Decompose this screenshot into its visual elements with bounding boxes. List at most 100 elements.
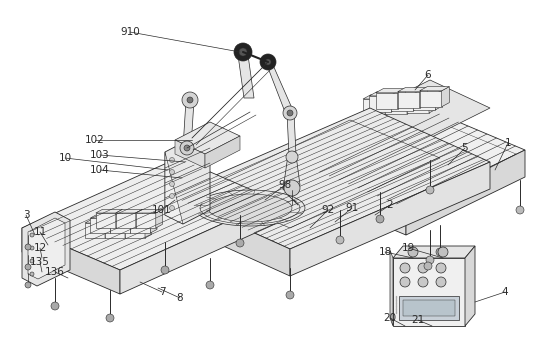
Polygon shape: [130, 218, 151, 233]
Circle shape: [283, 106, 297, 120]
Polygon shape: [130, 214, 137, 233]
Polygon shape: [136, 213, 156, 228]
Polygon shape: [145, 220, 152, 238]
Circle shape: [25, 282, 31, 288]
Polygon shape: [399, 296, 459, 320]
Text: 3: 3: [22, 210, 29, 220]
Circle shape: [184, 145, 190, 151]
Circle shape: [169, 157, 175, 163]
Circle shape: [400, 263, 410, 273]
Polygon shape: [85, 220, 112, 223]
Polygon shape: [398, 92, 420, 108]
Polygon shape: [165, 152, 183, 224]
Polygon shape: [420, 87, 427, 108]
Circle shape: [418, 277, 428, 287]
Polygon shape: [125, 220, 152, 223]
Circle shape: [284, 180, 300, 196]
Text: 102: 102: [85, 135, 105, 145]
Polygon shape: [290, 162, 490, 276]
Text: 10: 10: [58, 153, 72, 163]
Text: 4: 4: [501, 287, 508, 297]
Circle shape: [438, 247, 448, 257]
Circle shape: [265, 59, 271, 65]
Circle shape: [106, 314, 114, 322]
Polygon shape: [90, 214, 117, 218]
Polygon shape: [22, 212, 70, 286]
Circle shape: [436, 248, 444, 256]
Circle shape: [336, 236, 344, 244]
Circle shape: [436, 263, 446, 273]
Polygon shape: [310, 110, 525, 208]
Circle shape: [161, 266, 169, 274]
Polygon shape: [105, 220, 131, 223]
Polygon shape: [287, 113, 296, 155]
Polygon shape: [151, 214, 157, 233]
Polygon shape: [105, 220, 112, 238]
Circle shape: [169, 205, 175, 211]
Text: 21: 21: [411, 315, 425, 325]
Polygon shape: [370, 96, 391, 112]
Polygon shape: [407, 94, 415, 114]
Polygon shape: [435, 90, 443, 110]
Polygon shape: [208, 194, 292, 222]
Polygon shape: [407, 97, 429, 113]
Polygon shape: [363, 99, 385, 115]
Polygon shape: [183, 100, 194, 148]
Polygon shape: [442, 86, 449, 107]
Polygon shape: [111, 214, 137, 218]
Text: 1: 1: [505, 138, 512, 148]
Text: 103: 103: [90, 150, 110, 160]
Circle shape: [436, 277, 446, 287]
Circle shape: [182, 92, 198, 108]
Polygon shape: [90, 218, 111, 233]
Polygon shape: [465, 246, 475, 326]
Polygon shape: [363, 95, 392, 99]
Circle shape: [286, 151, 298, 163]
Polygon shape: [385, 98, 407, 114]
Text: 98: 98: [278, 180, 292, 190]
Polygon shape: [22, 158, 275, 270]
Text: 6: 6: [425, 70, 431, 80]
Circle shape: [408, 247, 418, 257]
Polygon shape: [165, 138, 210, 224]
Polygon shape: [413, 94, 435, 110]
Circle shape: [418, 263, 428, 273]
Polygon shape: [85, 223, 105, 238]
Text: 104: 104: [90, 165, 110, 175]
Text: 7: 7: [159, 287, 166, 297]
Polygon shape: [420, 91, 442, 107]
Polygon shape: [375, 93, 398, 109]
Circle shape: [180, 141, 194, 155]
Polygon shape: [205, 136, 240, 168]
Text: 11: 11: [33, 227, 46, 237]
Text: 8: 8: [177, 293, 183, 303]
Polygon shape: [385, 95, 392, 115]
Polygon shape: [116, 209, 143, 213]
Circle shape: [30, 246, 34, 250]
Polygon shape: [156, 209, 162, 228]
Polygon shape: [375, 88, 405, 93]
Text: 135: 135: [30, 257, 50, 267]
Polygon shape: [195, 190, 305, 226]
Circle shape: [25, 264, 31, 270]
Circle shape: [206, 281, 214, 289]
Polygon shape: [370, 92, 399, 96]
Text: 91: 91: [345, 203, 359, 213]
Circle shape: [426, 256, 434, 264]
Polygon shape: [391, 91, 421, 95]
Polygon shape: [406, 150, 525, 235]
Polygon shape: [116, 209, 122, 228]
Circle shape: [169, 193, 175, 199]
Polygon shape: [391, 95, 413, 111]
Polygon shape: [429, 93, 437, 113]
Text: 136: 136: [45, 267, 65, 277]
Polygon shape: [360, 80, 490, 143]
Text: 19: 19: [402, 243, 414, 253]
Circle shape: [30, 272, 34, 276]
Text: 18: 18: [379, 247, 391, 257]
Text: 12: 12: [33, 243, 46, 253]
Circle shape: [25, 244, 31, 250]
Polygon shape: [398, 88, 405, 109]
Text: 5: 5: [462, 143, 468, 153]
Circle shape: [287, 110, 293, 116]
